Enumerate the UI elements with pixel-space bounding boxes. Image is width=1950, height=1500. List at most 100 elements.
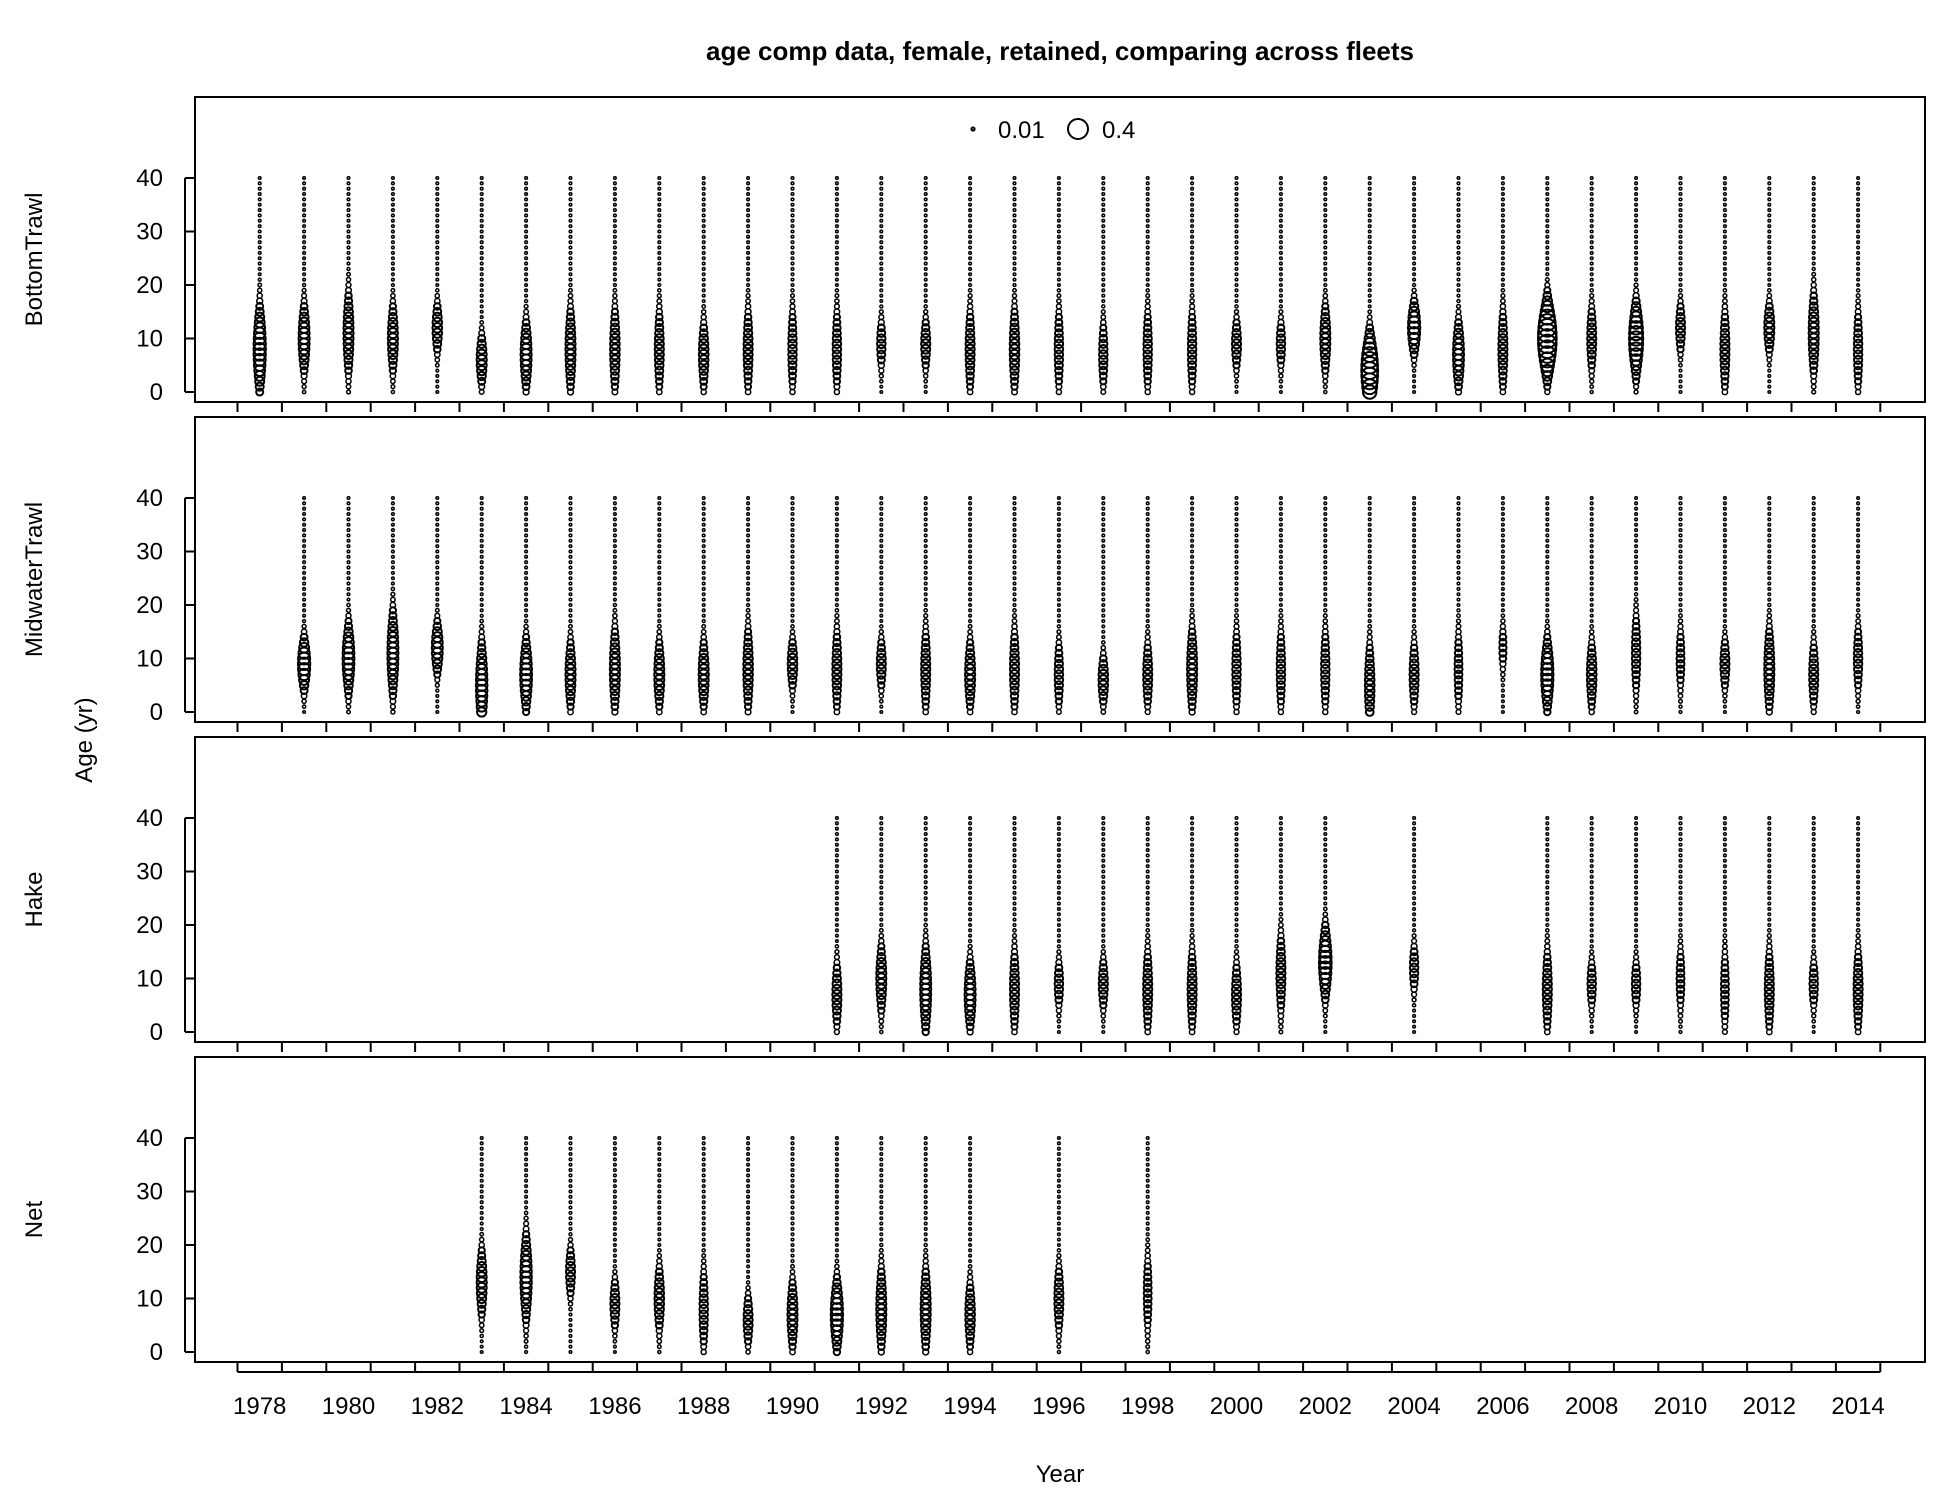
bubble	[790, 213, 795, 218]
bubble	[1719, 653, 1731, 664]
bubble	[1852, 349, 1864, 360]
bubble	[1810, 708, 1817, 716]
bubble	[612, 202, 617, 207]
bubble	[1056, 1226, 1061, 1231]
bubble	[612, 1221, 617, 1226]
bubble	[1012, 602, 1017, 608]
bubble	[1767, 576, 1772, 581]
bubble	[1675, 311, 1686, 323]
bubble	[879, 250, 884, 255]
bubble	[699, 376, 709, 386]
bubble	[1012, 549, 1017, 554]
y-tick-label: 40	[136, 485, 163, 512]
bubble	[1186, 994, 1198, 1006]
bubble	[1053, 328, 1064, 339]
bubble	[1145, 922, 1150, 928]
bubble	[1145, 1205, 1150, 1210]
bubble	[302, 250, 307, 255]
bubble	[1545, 922, 1550, 928]
bubble	[746, 570, 751, 575]
bubble	[1811, 949, 1817, 955]
bubble	[1145, 933, 1151, 939]
bubble	[1678, 576, 1683, 581]
bubble	[831, 349, 843, 360]
bubble	[1320, 354, 1331, 365]
bubble	[701, 1205, 706, 1210]
bubble	[834, 234, 839, 239]
bubble	[701, 570, 706, 575]
bubble	[1320, 648, 1331, 659]
bubble	[346, 533, 351, 538]
bubble	[1054, 989, 1064, 1000]
bubble	[1190, 858, 1195, 863]
bubble	[1412, 880, 1417, 885]
bubble	[1408, 663, 1420, 675]
bubble	[1767, 197, 1772, 202]
bubble	[524, 245, 529, 250]
bubble	[1589, 922, 1594, 928]
bubble	[1144, 629, 1151, 635]
bubble	[1367, 229, 1372, 234]
bubble	[967, 618, 973, 624]
bubble	[1056, 629, 1062, 635]
bubble	[1233, 623, 1240, 630]
bubble	[879, 293, 884, 298]
bubble	[1101, 192, 1106, 197]
bubble	[524, 586, 529, 592]
bubble	[790, 181, 795, 186]
x-tick-label: 1996	[1032, 1393, 1085, 1420]
bubble	[1628, 335, 1645, 352]
bubble	[612, 512, 617, 517]
bubble	[1412, 197, 1417, 202]
bubble	[390, 272, 395, 277]
bubble	[343, 354, 354, 365]
bubble	[1545, 592, 1550, 597]
bubble	[1101, 213, 1106, 218]
bubble	[609, 359, 621, 371]
bubble	[1101, 912, 1106, 917]
bubble	[968, 517, 973, 522]
bubble	[1589, 186, 1594, 191]
bubble	[1678, 869, 1683, 874]
bubble	[964, 354, 976, 366]
bubble	[612, 1173, 617, 1178]
bubble	[523, 1333, 529, 1339]
bubble	[1188, 617, 1196, 625]
bubble	[1056, 1242, 1061, 1248]
bubble	[1278, 885, 1283, 890]
bubble-column-2003	[1360, 175, 1380, 400]
bubble	[519, 652, 533, 665]
bubble	[1722, 853, 1727, 858]
bubble	[476, 643, 487, 653]
bubble	[701, 1168, 706, 1173]
bubble	[1767, 250, 1772, 255]
bubble	[1008, 332, 1021, 345]
bubble	[1722, 608, 1727, 613]
bubble	[1367, 282, 1372, 288]
bubble	[1634, 922, 1639, 928]
bubble	[1367, 506, 1372, 511]
bubble	[1367, 592, 1372, 597]
bubble	[1231, 968, 1242, 978]
bubble	[1101, 240, 1106, 245]
bubble	[1628, 341, 1644, 357]
bubble	[1676, 637, 1685, 647]
bubble	[435, 565, 440, 570]
bubble	[565, 1260, 576, 1272]
bubble	[790, 1226, 795, 1231]
bubble	[1676, 675, 1685, 685]
bubble	[345, 607, 352, 614]
bubble	[612, 186, 617, 191]
bubble	[432, 344, 442, 354]
bubble	[257, 181, 262, 186]
bubble	[1142, 360, 1153, 371]
bubble	[654, 1309, 665, 1320]
bubble	[257, 282, 263, 288]
bubble	[923, 842, 928, 847]
bubble	[1142, 983, 1154, 995]
bubble	[1763, 652, 1776, 665]
bubble	[1323, 832, 1328, 837]
bubble	[966, 382, 975, 391]
bubble	[1145, 1216, 1150, 1221]
bubble	[701, 1178, 706, 1183]
